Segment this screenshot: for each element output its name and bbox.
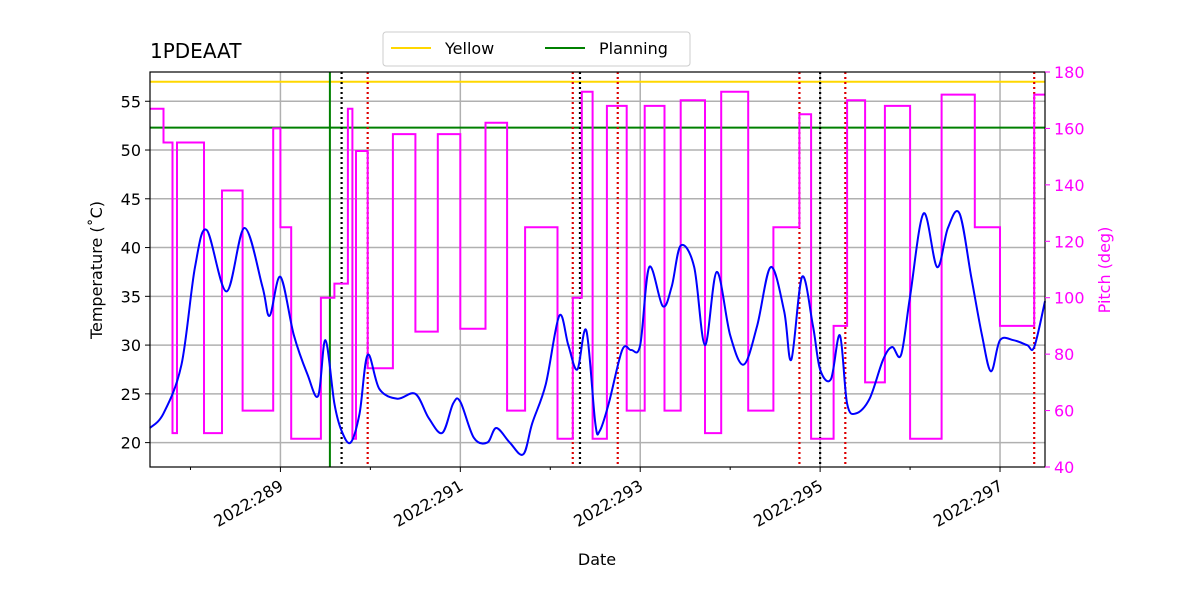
y2-axis-label: Pitch (deg) <box>1095 227 1114 314</box>
legend-yellow-label: Yellow <box>444 39 494 58</box>
y2-tick-label: 120 <box>1054 232 1085 251</box>
legend: Yellow Planning <box>382 31 691 67</box>
y-tick-label: 45 <box>121 190 141 209</box>
axes-frame <box>149 71 1046 468</box>
y2-tick-label: 60 <box>1054 402 1074 421</box>
pitch-series-line <box>150 90 1045 440</box>
y-axis-label: Temperature (˚C) <box>87 201 106 340</box>
y2-tick-label: 180 <box>1054 63 1085 82</box>
plot-area <box>149 72 1046 467</box>
chart-title: 1PDEAAT <box>150 39 242 63</box>
y-tick-label: 40 <box>121 239 141 258</box>
y-tick-label: 50 <box>121 141 141 160</box>
right-axis: 40 60 80 100 120 140 160 180 <box>1045 63 1085 477</box>
y2-tick-label: 40 <box>1054 458 1074 477</box>
x-axis-label: Date <box>578 550 616 569</box>
y-tick-label: 20 <box>121 434 141 453</box>
y2-tick-label: 140 <box>1054 176 1085 195</box>
y-tick-label: 30 <box>121 336 141 355</box>
y2-tick-label: 100 <box>1054 289 1085 308</box>
y2-tick-label: 80 <box>1054 345 1074 364</box>
legend-planning-label: Planning <box>599 39 668 58</box>
y-tick-label: 55 <box>121 92 141 111</box>
left-axis: 20 25 30 35 40 45 50 55 <box>121 92 150 453</box>
y-tick-label: 25 <box>121 385 141 404</box>
y2-tick-label: 160 <box>1054 119 1085 138</box>
temperature-series-line <box>149 210 1046 456</box>
legend-box <box>382 31 691 67</box>
y-tick-label: 35 <box>121 287 141 306</box>
